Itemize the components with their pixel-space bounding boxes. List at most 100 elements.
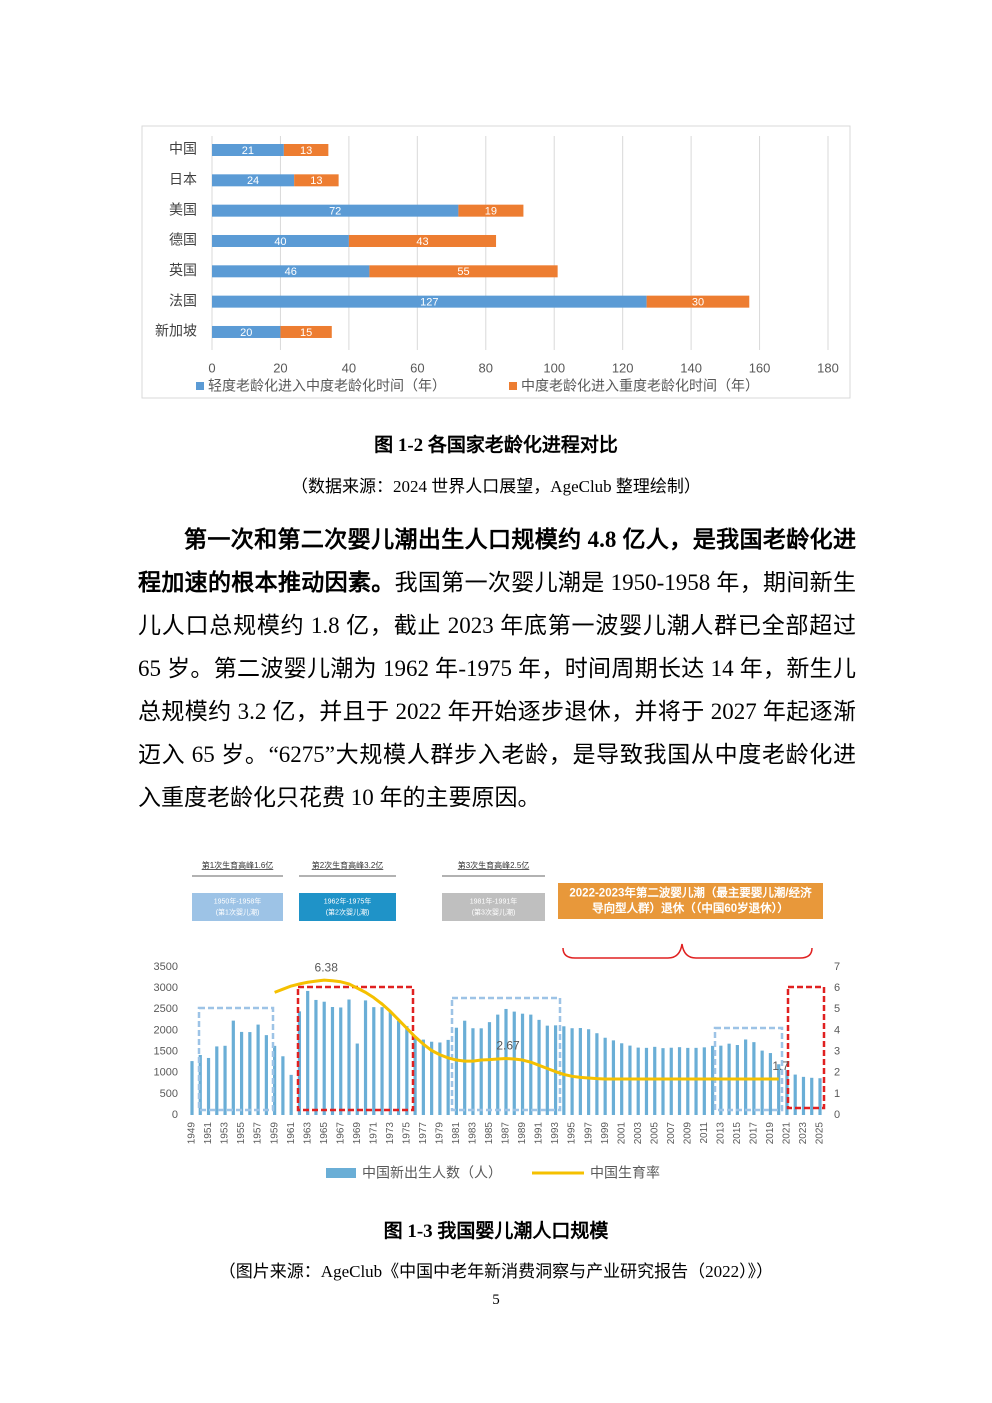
highlight-box xyxy=(296,985,415,1112)
data-label: 21 xyxy=(242,145,254,157)
bar xyxy=(446,1039,450,1115)
brace xyxy=(562,943,813,959)
bar xyxy=(297,1011,302,1115)
bar xyxy=(504,1008,508,1115)
bar xyxy=(339,1007,343,1115)
bar xyxy=(281,1056,285,1115)
bar xyxy=(363,1000,368,1115)
x-tick-label: 1979 xyxy=(435,1122,446,1145)
x-tick-label: 2013 xyxy=(715,1122,726,1145)
data-label: 19 xyxy=(485,206,497,218)
bar xyxy=(264,1035,268,1115)
bar xyxy=(190,1061,194,1115)
x-tick-label: 0 xyxy=(208,360,215,375)
bar xyxy=(545,1025,549,1115)
bar xyxy=(421,1039,425,1115)
data-label: 72 xyxy=(329,206,341,218)
data-label: 46 xyxy=(285,266,297,278)
annotation-box xyxy=(192,893,283,921)
y-tick-label: 3500 xyxy=(154,961,178,973)
paragraph-body: 我国第一次婴儿潮是 1950-1958 年，期间新生儿人口总规模约 1.8 亿，… xyxy=(138,570,857,810)
x-tick-label: 2017 xyxy=(749,1122,760,1145)
data-label: 55 xyxy=(457,266,469,278)
bar-segment xyxy=(212,295,647,308)
x-tick-label: 140 xyxy=(680,360,702,375)
bar xyxy=(322,1001,326,1115)
page-number: 5 xyxy=(492,1292,500,1308)
x-tick-label: 1983 xyxy=(468,1122,479,1145)
bar xyxy=(330,1007,335,1115)
bar xyxy=(430,1041,434,1115)
bar xyxy=(463,1020,467,1115)
bar xyxy=(388,1011,392,1115)
x-tick-label: 1977 xyxy=(418,1122,429,1145)
data-label: 13 xyxy=(300,145,312,157)
line-series xyxy=(274,978,779,1081)
bar xyxy=(223,1045,227,1115)
x-tick-label: 40 xyxy=(342,360,356,375)
legend-label: 中国生育率 xyxy=(590,1165,660,1181)
x-tick-label: 1991 xyxy=(534,1122,545,1145)
paragraph-lead: 第一次和第二次婴儿潮出生人口规模约 4.8 亿人，是我国老龄化进程加速的根本推动… xyxy=(138,527,856,595)
category-label: 德国 xyxy=(169,232,197,248)
bar xyxy=(355,1043,359,1115)
highlight-box xyxy=(786,985,826,1110)
category-label: 新加坡 xyxy=(155,323,197,339)
y2-tick-label: 6 xyxy=(834,982,840,994)
annotation-box xyxy=(299,893,396,921)
y-tick-label: 1000 xyxy=(154,1067,178,1079)
annotation-box xyxy=(442,893,545,921)
legend-label: 中度老龄化进入重度老龄化时间（年） xyxy=(521,378,759,394)
x-tick-label: 80 xyxy=(479,360,493,375)
x-tick-label: 1955 xyxy=(236,1122,247,1145)
x-tick-label: 1999 xyxy=(600,1122,611,1145)
x-tick-label: 1961 xyxy=(286,1122,297,1145)
aging-chart: 0 20 40 60 80 100 120 140 160 180 中国 21 13 日本 24 13 美国 72… xyxy=(141,125,851,399)
bar xyxy=(562,1026,566,1115)
bar xyxy=(768,1053,773,1115)
bar xyxy=(471,1028,475,1115)
bar xyxy=(306,990,310,1115)
chart-frame xyxy=(141,125,851,399)
x-tick-label: 1967 xyxy=(335,1122,346,1145)
bar-segment xyxy=(212,234,349,247)
bar-segment xyxy=(646,295,750,308)
x-tick-label: 1951 xyxy=(203,1122,214,1145)
bar xyxy=(314,999,318,1115)
x-tick-label: 100 xyxy=(543,360,565,375)
y-tick-label: 2500 xyxy=(154,1003,178,1015)
x-tick-label: 1989 xyxy=(517,1122,528,1145)
category-label: 美国 xyxy=(169,201,197,217)
bar xyxy=(520,1013,525,1115)
bar xyxy=(487,1022,492,1115)
bar-segment xyxy=(212,204,459,217)
bar xyxy=(653,1046,657,1115)
bar xyxy=(818,1078,822,1115)
x-tick-label: 1993 xyxy=(550,1122,561,1145)
bar xyxy=(620,1043,624,1115)
figure-source: （数据来源：2024 世界人口展望，AgeClub 整理绘制） xyxy=(291,477,701,496)
bar xyxy=(686,1047,690,1115)
category-label: 中国 xyxy=(169,141,197,157)
annotation-box xyxy=(558,883,823,919)
x-tick-label: 1987 xyxy=(501,1122,512,1145)
bar xyxy=(512,1011,516,1115)
bar-segment xyxy=(212,174,295,187)
bar xyxy=(744,1039,748,1115)
legend-swatch xyxy=(196,382,204,390)
bar xyxy=(553,1025,558,1115)
x-tick-label: 2025 xyxy=(815,1122,826,1145)
bar xyxy=(644,1047,649,1115)
bar xyxy=(710,1045,715,1115)
data-label: 40 xyxy=(274,236,286,248)
data-label: 13 xyxy=(310,175,322,187)
bar xyxy=(777,1064,781,1115)
annotation-text: (第1次婴儿潮) xyxy=(216,907,260,916)
data-label: 6.38 xyxy=(315,960,339,974)
x-tick-label: 1995 xyxy=(567,1122,578,1145)
x-tick-label: 1971 xyxy=(368,1122,379,1145)
y2-tick-label: 2 xyxy=(834,1067,840,1079)
bar xyxy=(702,1047,706,1115)
bar xyxy=(273,1045,277,1115)
bar xyxy=(727,1043,731,1115)
